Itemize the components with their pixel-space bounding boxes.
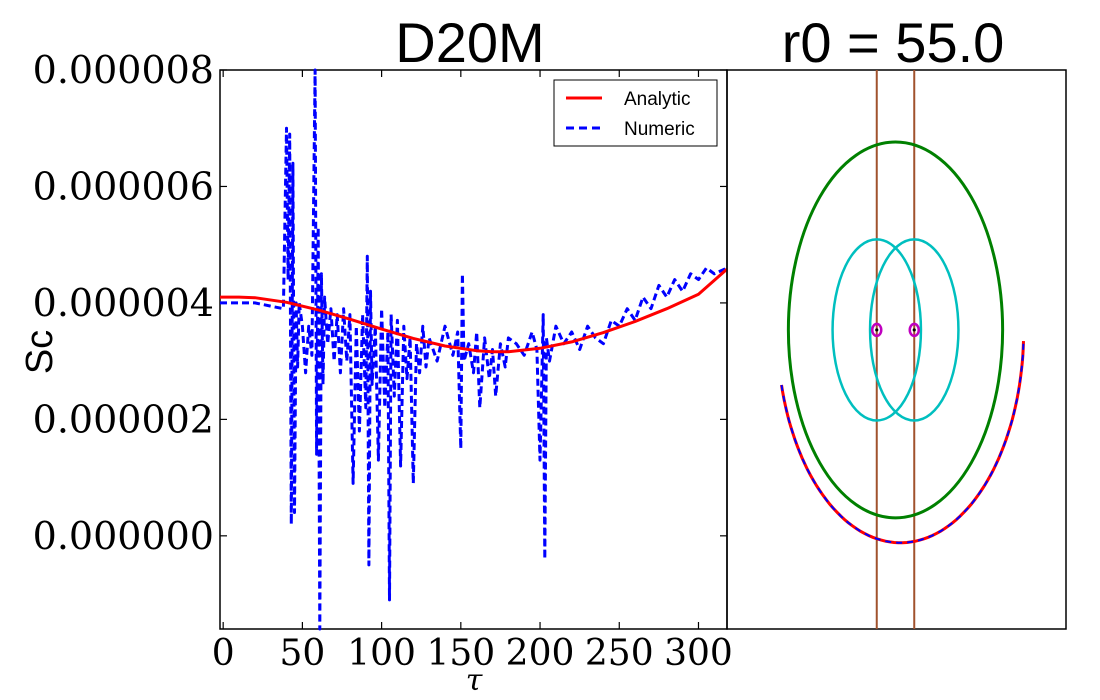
left-chart: D20M 0.0000000.0000020.0000040.0000060.0… [19, 11, 733, 698]
x-tick-label: 300 [664, 633, 733, 674]
x-tick-label: 150 [426, 633, 495, 674]
outer-ellipse [786, 140, 1005, 520]
y-tick-label: 0.000008 [33, 48, 214, 92]
y-tick-label: 0.000006 [33, 164, 214, 208]
marker-ring [871, 322, 883, 338]
x-tick-label: 250 [585, 633, 654, 674]
series-line-numeric [220, 68, 728, 631]
x-tick-label: 0 [212, 633, 235, 674]
left-x-axis-label: τ [466, 663, 483, 698]
right-diagram: r0 = 55.0 [726, 11, 1067, 630]
arc-analytic [780, 341, 1025, 545]
right-plot-frame [726, 69, 1067, 630]
x-tick-label: 100 [347, 633, 416, 674]
y-tick-label: 0.000004 [33, 281, 214, 325]
marker-dot [912, 328, 916, 332]
left-y-axis: 0.000000 0.000002 0.000004 0.000006 0.000008 [33, 48, 727, 558]
y-tick-label: 0.000000 [33, 514, 214, 558]
x-tick-label: 50 [279, 633, 325, 674]
y-tick-label: 0.000002 [33, 397, 214, 441]
inner-ellipse [868, 238, 960, 422]
inner-ellipse [831, 238, 923, 422]
left-series-group [220, 68, 728, 631]
legend-label-analytic: Analytic [624, 89, 691, 110]
x-tick-label: 200 [506, 633, 575, 674]
series-line-analytic [220, 267, 728, 354]
legend-box [553, 79, 718, 147]
legend-label-numeric: Numeric [624, 119, 695, 140]
arc-numeric [780, 341, 1025, 544]
left-y-axis-label: Sc [19, 330, 61, 374]
right-diagram-title: r0 = 55.0 [782, 11, 1005, 74]
right-shapes-group [780, 70, 1025, 629]
marker-dot [875, 328, 879, 332]
marker-ring [908, 322, 920, 338]
left-chart-title: D20M [395, 11, 544, 74]
left-x-axis: 0 50 100 150 200 250 300 [212, 70, 733, 674]
legend: Analytic Numeric [553, 79, 718, 147]
